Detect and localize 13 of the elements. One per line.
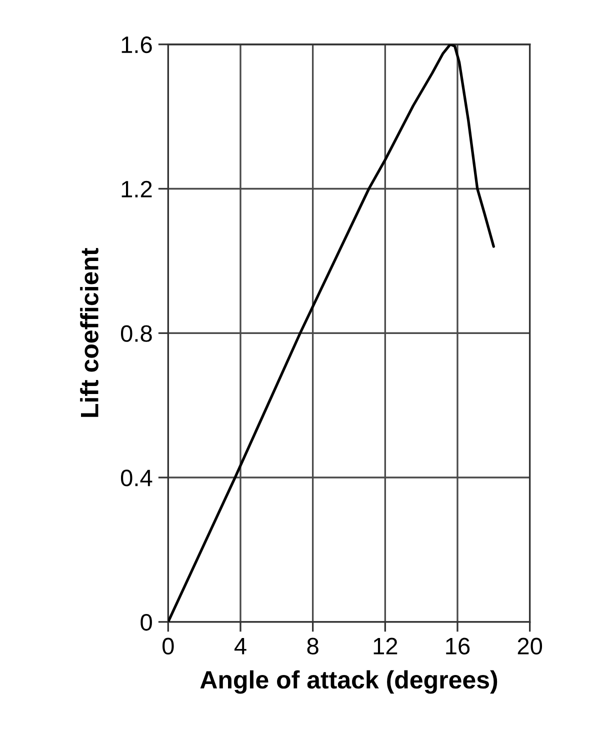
y-axis-title: Lift coefficient [80, 248, 98, 417]
y-tick-label: 1.2 [122, 180, 152, 198]
y-tick-label: 0 [140, 614, 152, 631]
y-tick-label: 0.8 [120, 325, 152, 342]
x-tick-label: 0 [162, 638, 174, 655]
x-tick-label: 4 [234, 638, 246, 654]
x-tick-label: 8 [307, 638, 318, 655]
x-tick-label: 16 [446, 638, 470, 655]
x-tick-label: 12 [374, 638, 398, 654]
y-tick-label: 0.4 [120, 470, 152, 486]
x-axis-title: Angle of attack (degrees) [200, 670, 498, 694]
x-tick-label: 20 [518, 638, 542, 655]
y-tick-label: 1.6 [122, 36, 152, 54]
